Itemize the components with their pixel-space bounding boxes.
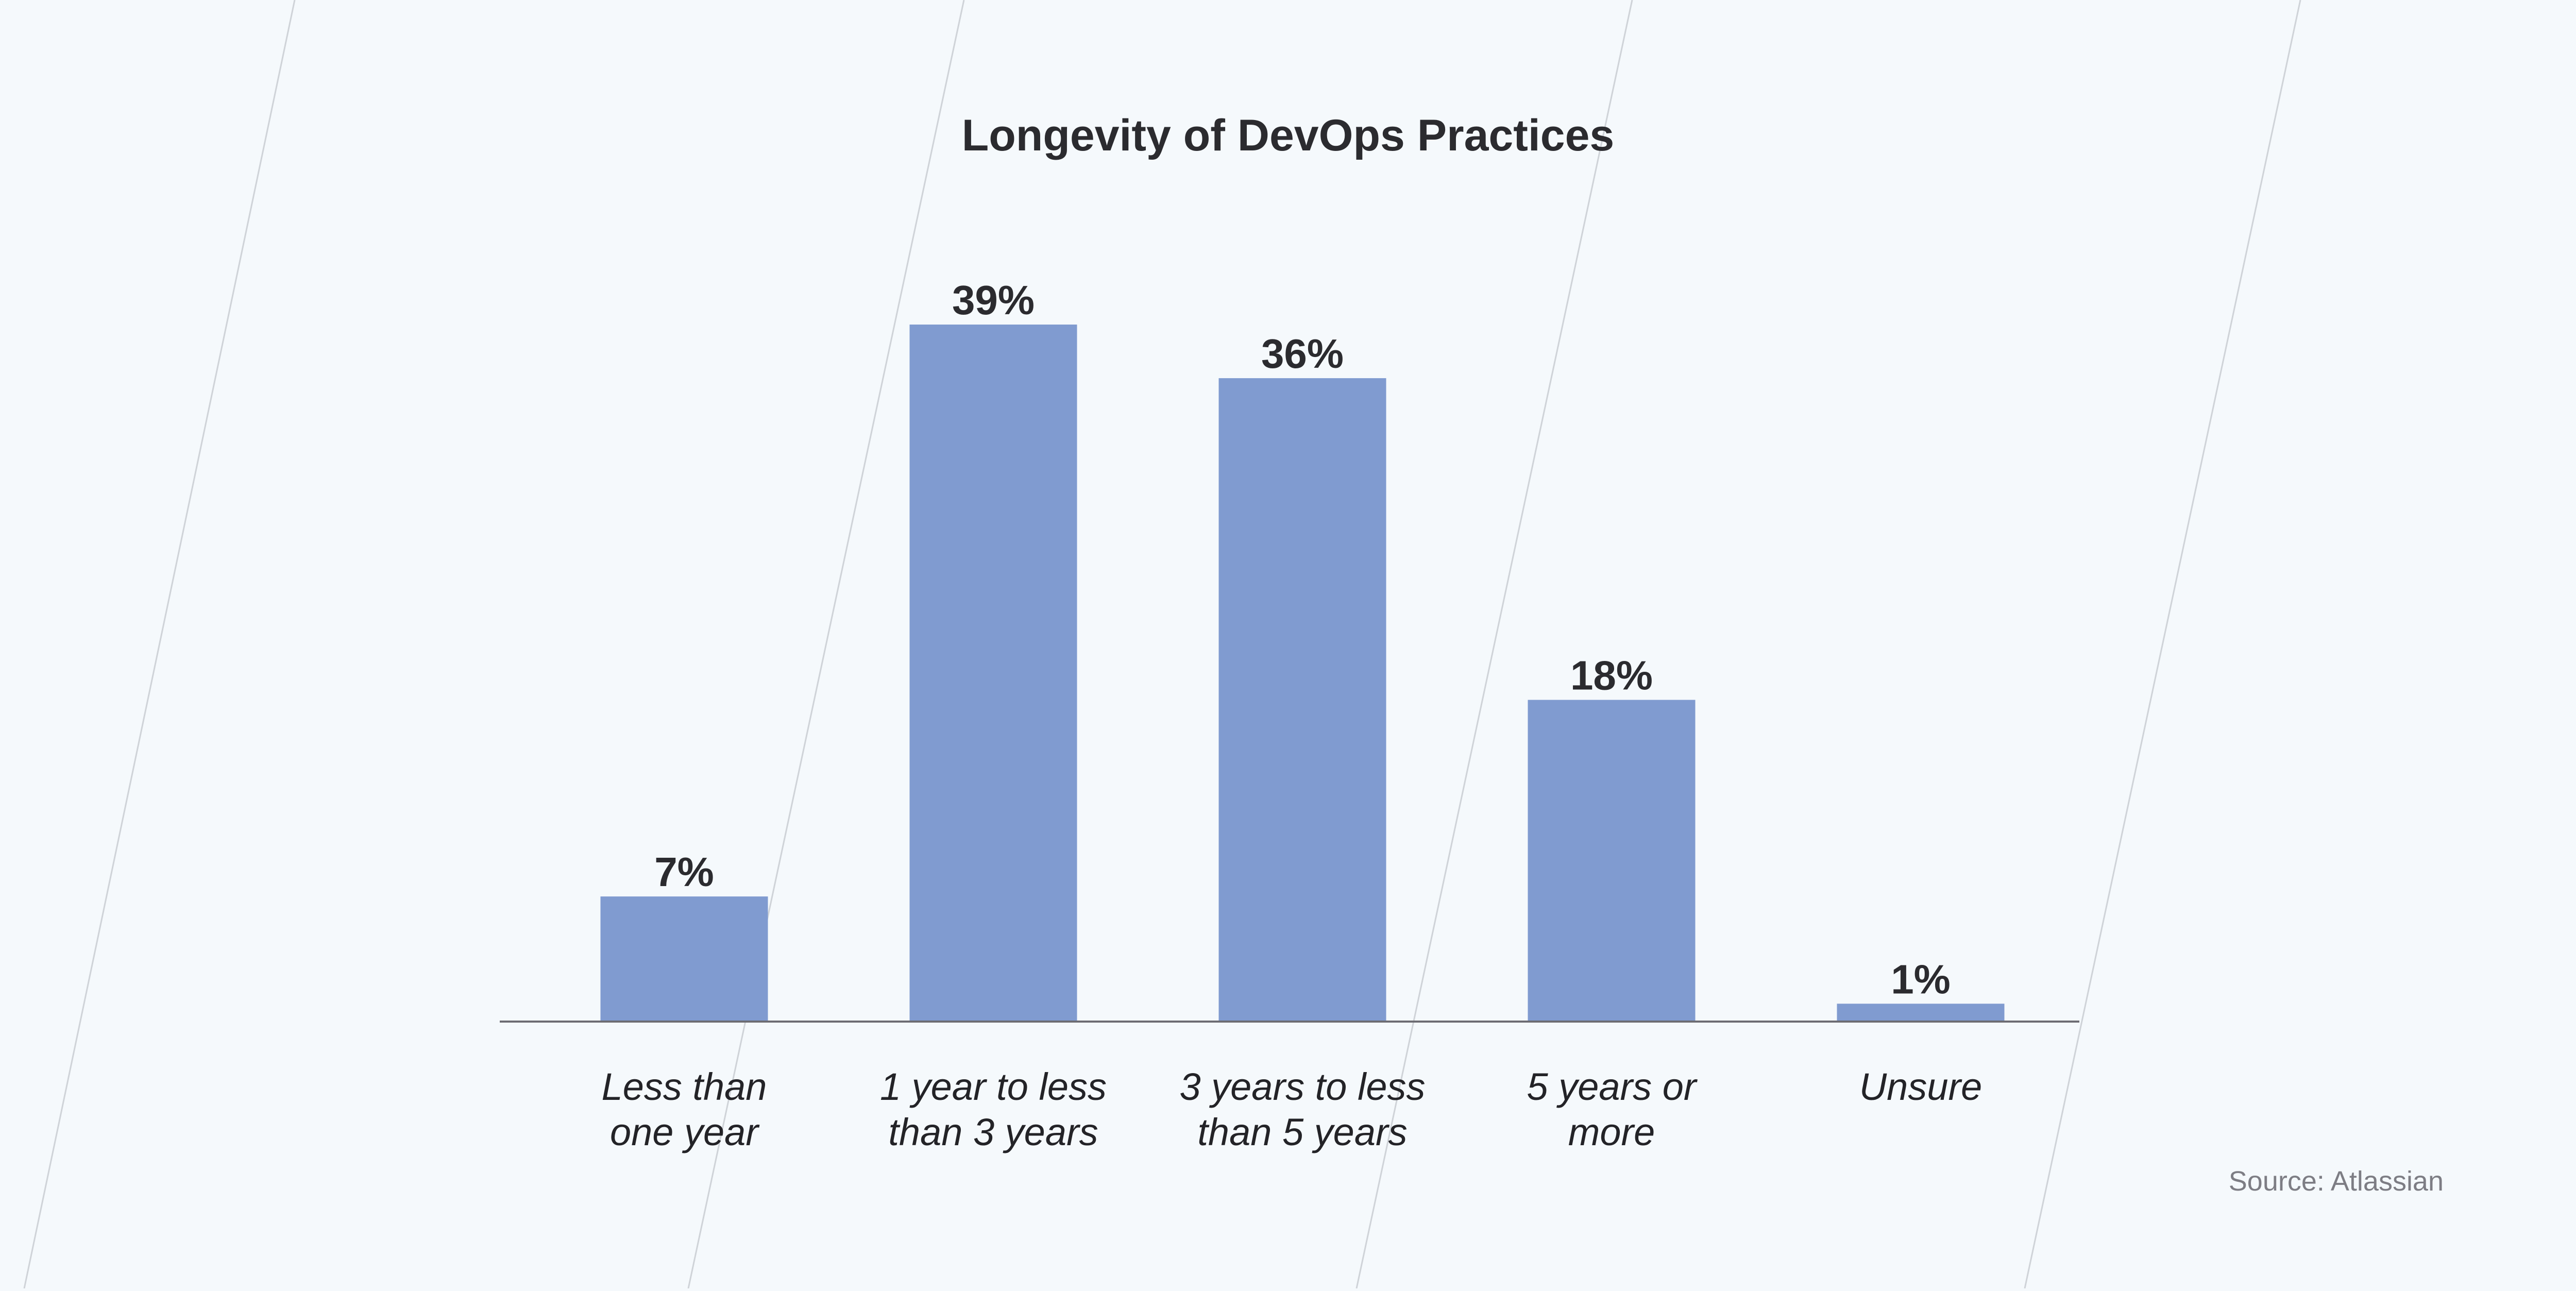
category-label: Less than [602, 1065, 767, 1108]
bar [1218, 378, 1386, 1022]
value-label: 18% [1570, 653, 1653, 699]
category-label: one year [610, 1111, 760, 1153]
decor-line [687, 0, 965, 1289]
category-label: 1 year to less [880, 1065, 1107, 1108]
value-label: 39% [952, 277, 1035, 323]
chart-title: Longevity of DevOps Practices [962, 111, 1615, 160]
decor-line [1355, 0, 1633, 1289]
bar [909, 325, 1077, 1022]
background-diagonal-lines [23, 0, 2301, 1289]
bar-series [600, 325, 2005, 1022]
decor-line [2024, 0, 2301, 1289]
source-note: Source: Atlassian [2229, 1166, 2444, 1197]
value-label: 7% [654, 849, 714, 895]
value-labels: 7% 39% 36% 18% 1% [654, 277, 1951, 1002]
category-label: than 5 years [1197, 1111, 1407, 1153]
bar [600, 896, 768, 1022]
value-label: 1% [1891, 956, 1951, 1002]
decor-line [23, 0, 296, 1289]
category-label: Unsure [1859, 1065, 1982, 1108]
bar [1837, 1004, 2005, 1022]
category-label: 3 years to less [1179, 1065, 1425, 1108]
category-label: than 3 years [888, 1111, 1098, 1153]
bar [1528, 700, 1696, 1022]
value-label: 36% [1261, 331, 1344, 377]
category-label: more [1568, 1111, 1655, 1153]
category-label: 5 years or [1527, 1065, 1698, 1108]
